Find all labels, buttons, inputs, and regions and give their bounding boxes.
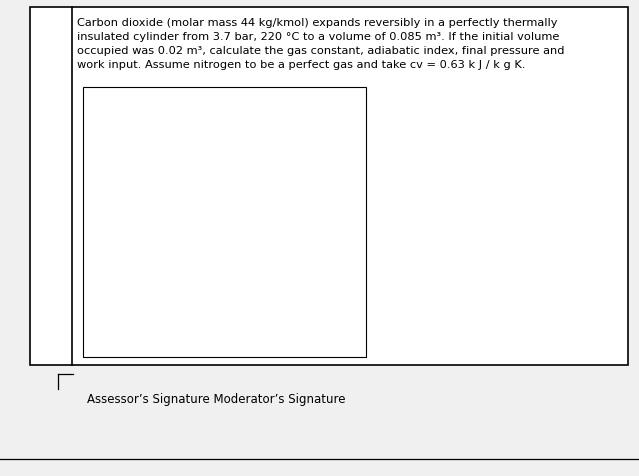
Bar	[83, 88, 366, 357]
Text: occupied was 0.02 m³, calculate the gas constant, adiabatic index, final pressur: occupied was 0.02 m³, calculate the gas …	[77, 46, 564, 56]
Text: Carbon dioxide (molar mass 44 kg/kmol) expands reversibly in a perfectly thermal: Carbon dioxide (molar mass 44 kg/kmol) e…	[77, 18, 557, 28]
Text: insulated cylinder from 3.7 bar, 220 °C to a volume of 0.085 m³. If the initial : insulated cylinder from 3.7 bar, 220 °C …	[77, 32, 559, 42]
Text: work input. Assume nitrogen to be a perfect gas and take cv = 0.63 k J / k g K.: work input. Assume nitrogen to be a perf…	[77, 60, 525, 70]
Text: Assessor’s Signature Moderator’s Signature: Assessor’s Signature Moderator’s Signatu…	[87, 393, 346, 406]
Bar	[30, 8, 628, 365]
